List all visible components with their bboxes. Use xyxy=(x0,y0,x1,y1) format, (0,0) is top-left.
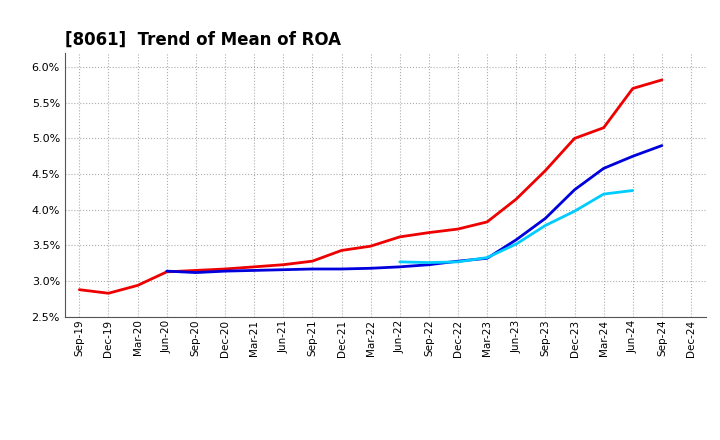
5 Years xyxy=(570,187,579,192)
3 Years xyxy=(629,86,637,91)
5 Years xyxy=(163,268,171,274)
3 Years xyxy=(395,234,404,239)
3 Years xyxy=(483,219,492,224)
3 Years xyxy=(250,264,258,269)
7 Years xyxy=(454,259,462,264)
5 Years xyxy=(308,266,317,271)
5 Years xyxy=(483,256,492,261)
3 Years xyxy=(279,262,287,268)
7 Years xyxy=(512,242,521,247)
7 Years xyxy=(570,209,579,214)
5 Years xyxy=(629,154,637,159)
Line: 7 Years: 7 Years xyxy=(400,191,633,263)
5 Years xyxy=(541,216,550,221)
3 Years xyxy=(192,268,200,273)
3 Years xyxy=(337,248,346,253)
3 Years xyxy=(220,266,229,271)
3 Years xyxy=(75,287,84,292)
3 Years xyxy=(104,290,113,296)
3 Years xyxy=(570,136,579,141)
3 Years xyxy=(541,168,550,173)
5 Years xyxy=(366,266,375,271)
7 Years xyxy=(483,255,492,260)
Text: [8061]  Trend of Mean of ROA: [8061] Trend of Mean of ROA xyxy=(65,30,341,48)
5 Years xyxy=(454,259,462,264)
5 Years xyxy=(220,268,229,274)
7 Years xyxy=(395,259,404,264)
5 Years xyxy=(395,264,404,269)
3 Years xyxy=(133,283,142,288)
3 Years xyxy=(599,125,608,130)
7 Years xyxy=(629,188,637,193)
3 Years xyxy=(454,227,462,232)
5 Years xyxy=(657,143,666,148)
5 Years xyxy=(512,237,521,242)
3 Years xyxy=(308,259,317,264)
Line: 3 Years: 3 Years xyxy=(79,80,662,293)
3 Years xyxy=(163,269,171,275)
7 Years xyxy=(425,260,433,265)
3 Years xyxy=(425,230,433,235)
5 Years xyxy=(425,262,433,268)
7 Years xyxy=(599,191,608,197)
7 Years xyxy=(541,223,550,228)
5 Years xyxy=(250,268,258,273)
Line: 5 Years: 5 Years xyxy=(167,146,662,272)
5 Years xyxy=(599,166,608,171)
5 Years xyxy=(279,267,287,272)
5 Years xyxy=(337,266,346,271)
3 Years xyxy=(366,243,375,249)
3 Years xyxy=(657,77,666,83)
3 Years xyxy=(512,196,521,202)
5 Years xyxy=(192,270,200,275)
